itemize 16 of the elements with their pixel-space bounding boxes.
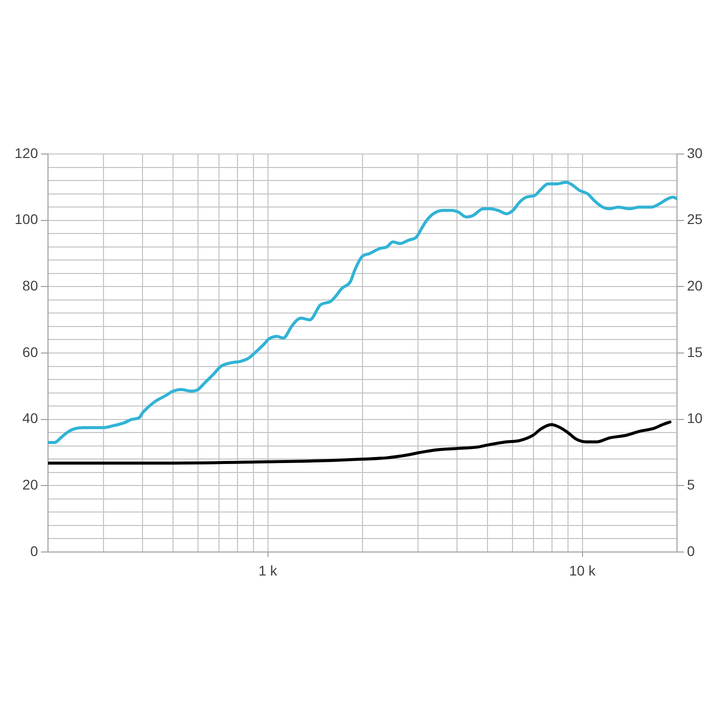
y2-tick-label: 25 — [687, 211, 703, 228]
y-tick-label: 120 — [14, 144, 38, 161]
x-tick-label: 1 k — [258, 562, 278, 578]
x-tick-label: 10 k — [569, 562, 597, 578]
y2-tick-label: 0 — [687, 542, 695, 559]
y-tick-label: 20 — [22, 476, 38, 493]
y2-tick-label: 5 — [687, 476, 695, 493]
y-tick-label: 60 — [22, 344, 38, 360]
y2-tick-label: 10 — [687, 410, 703, 426]
y-tick-label: 40 — [22, 410, 38, 426]
y2-tick-label: 30 — [687, 144, 703, 161]
y-tick-label: 80 — [22, 278, 38, 294]
y-tick-label: 0 — [30, 542, 38, 559]
y2-tick-label: 15 — [687, 344, 703, 360]
y2-tick-label: 20 — [687, 278, 703, 294]
y-tick-label: 100 — [14, 211, 38, 228]
